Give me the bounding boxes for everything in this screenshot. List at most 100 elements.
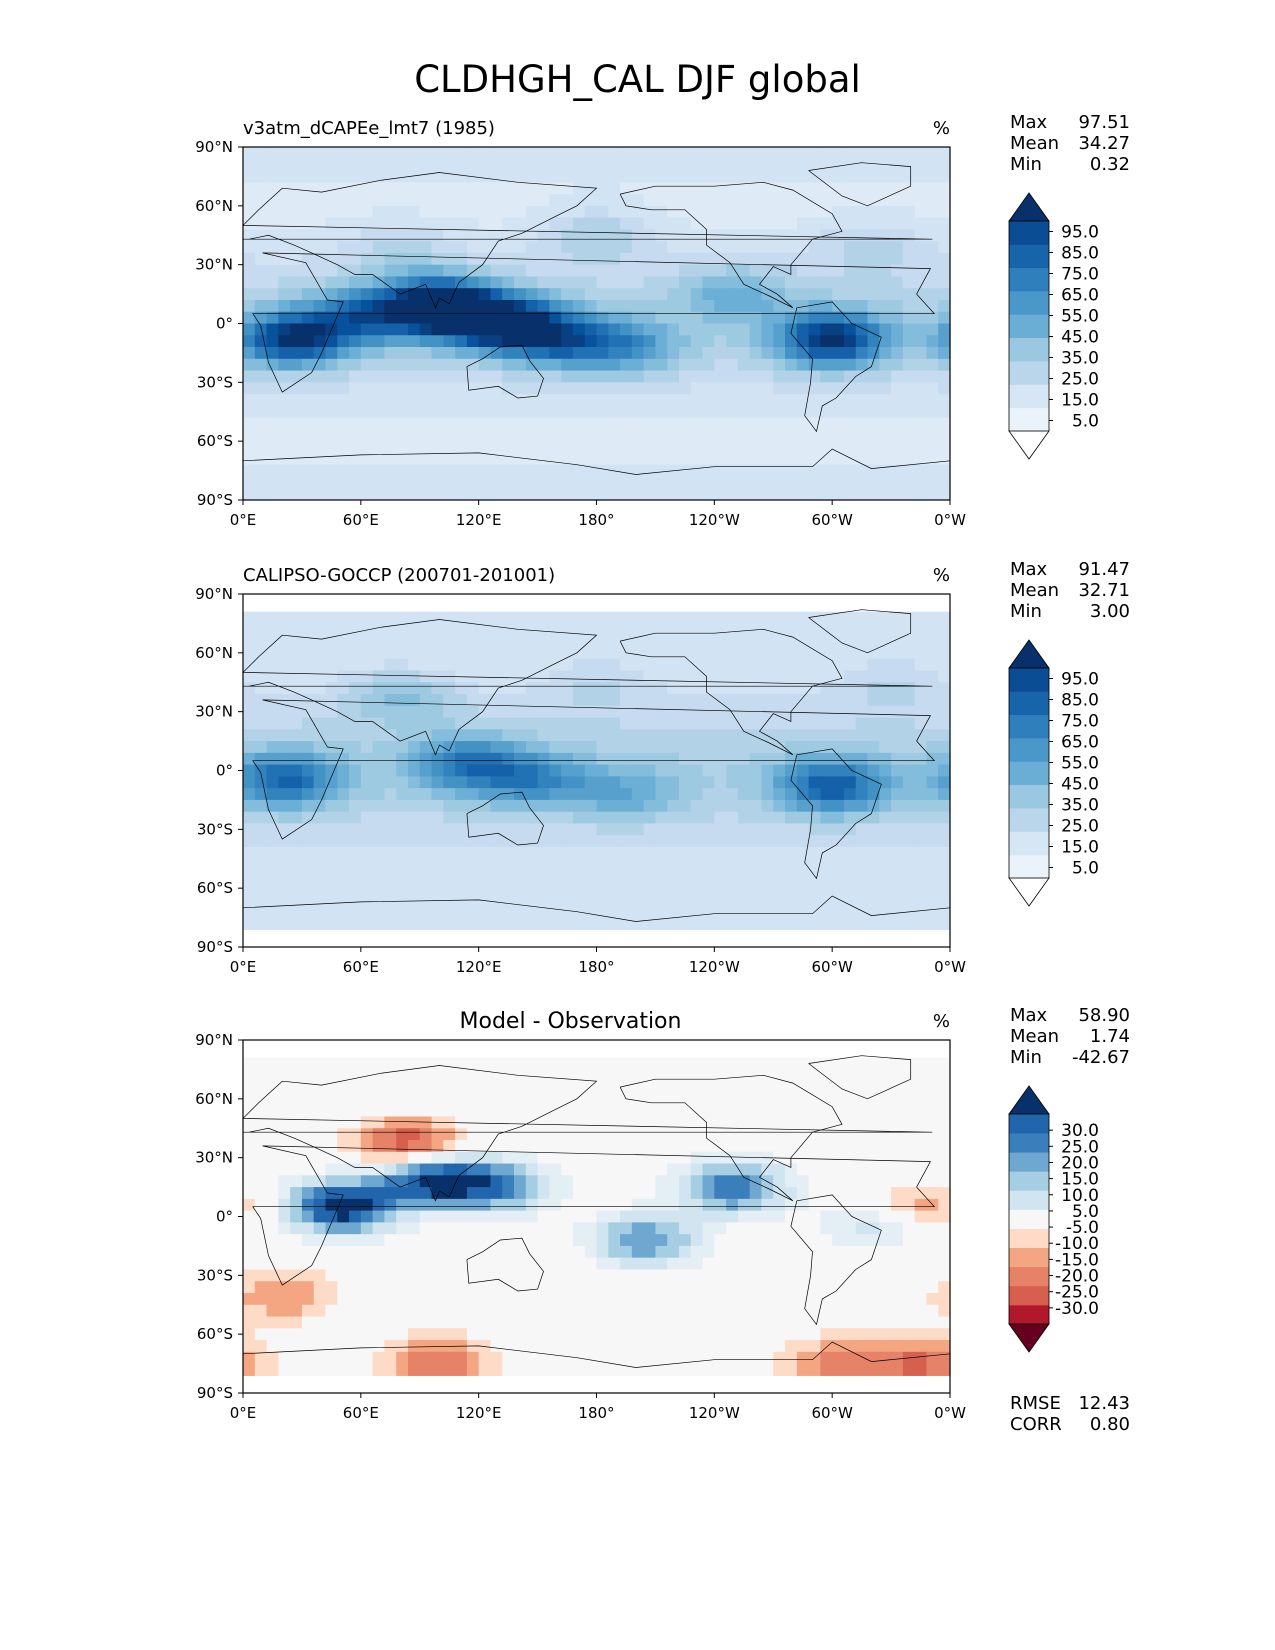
field-cell	[325, 905, 338, 919]
field-cell	[808, 194, 821, 207]
field-cell	[608, 1198, 621, 1212]
field-cell	[360, 823, 374, 836]
field-cell	[714, 670, 727, 683]
field-cell	[572, 1187, 586, 1200]
field-cell	[808, 835, 821, 848]
field-cell	[737, 417, 751, 430]
field-cell	[525, 1187, 539, 1200]
field-cell	[631, 405, 645, 419]
field-cell	[902, 194, 916, 207]
field-cell	[384, 776, 397, 789]
field-cell	[785, 441, 798, 454]
field-cell	[702, 658, 715, 672]
field-cell	[761, 158, 774, 172]
field-cell	[372, 1104, 385, 1118]
field-cell	[631, 299, 645, 313]
field-cell	[726, 717, 739, 730]
field-cell	[643, 464, 657, 478]
field-cell	[678, 229, 692, 242]
field-cell	[655, 752, 668, 766]
field-cell	[749, 1281, 763, 1294]
field-cell	[525, 488, 539, 501]
field-cell	[678, 1175, 692, 1188]
field-cell	[349, 299, 362, 313]
field-cell	[832, 1234, 845, 1247]
field-cell	[714, 488, 727, 501]
field-cell	[914, 1269, 928, 1282]
field-cell	[372, 311, 385, 325]
field-cell	[290, 894, 303, 907]
field-cell	[761, 429, 774, 442]
field-cell	[384, 476, 397, 489]
field-cell	[855, 1069, 869, 1082]
field-cell	[843, 370, 857, 383]
field-cell	[832, 1316, 845, 1329]
field-cell	[372, 788, 385, 801]
field-cell	[490, 905, 503, 919]
field-cell	[243, 158, 256, 172]
field-cell	[514, 170, 527, 183]
field-cell	[278, 158, 291, 172]
field-cell	[808, 1292, 821, 1306]
field-cell	[914, 764, 928, 777]
field-cell	[785, 1081, 798, 1094]
field-cell	[431, 635, 444, 648]
field-cell	[631, 1151, 645, 1165]
field-cell	[290, 694, 303, 707]
field-cell	[443, 646, 456, 660]
colorbar-tick-label: 5.0	[1072, 412, 1099, 432]
field-cell	[832, 1163, 845, 1176]
field-cell	[313, 1210, 327, 1223]
field-cell	[643, 452, 657, 466]
field-cell	[443, 823, 456, 836]
field-cell	[455, 764, 468, 777]
field-cell	[796, 241, 810, 254]
field-cell	[572, 1269, 586, 1282]
field-cell	[737, 917, 751, 930]
field-cell	[690, 670, 704, 683]
field-cell	[514, 835, 527, 848]
field-cell	[384, 252, 397, 266]
field-cell	[832, 623, 845, 636]
field-cell	[714, 623, 727, 636]
field-cell	[690, 1057, 704, 1071]
field-cell	[419, 441, 433, 454]
field-cell	[608, 764, 621, 777]
field-cell	[902, 835, 916, 848]
field-cell	[561, 1257, 574, 1271]
field-cell	[372, 276, 385, 289]
field-cell	[325, 358, 338, 372]
field-cell	[761, 299, 774, 313]
field-cell	[419, 646, 433, 660]
field-cell	[879, 705, 892, 719]
field-cell	[749, 1257, 763, 1271]
field-cell	[313, 741, 327, 754]
field-cell	[702, 858, 715, 872]
field-cell	[596, 1128, 609, 1141]
field-cell	[938, 611, 951, 625]
y-tick-label: 0°	[216, 315, 233, 333]
field-cell	[832, 229, 845, 242]
field-cell	[785, 288, 798, 301]
field-cell	[902, 370, 916, 383]
field-cell	[832, 799, 845, 813]
field-cell	[478, 1175, 492, 1188]
field-cell	[584, 441, 598, 454]
field-cell	[631, 1222, 645, 1235]
field-cell	[549, 917, 562, 930]
field-cell	[891, 846, 904, 860]
field-cell	[914, 705, 928, 719]
field-cell	[891, 205, 904, 219]
field-cell	[313, 417, 327, 430]
field-cell	[372, 764, 385, 777]
field-cell	[643, 658, 657, 672]
field-cell	[360, 288, 374, 301]
field-cell	[349, 894, 362, 907]
field-cell	[608, 252, 621, 266]
field-cell	[243, 276, 256, 289]
field-cell	[785, 1163, 798, 1176]
field-cell	[879, 811, 892, 825]
field-cell	[584, 194, 598, 207]
field-cell	[572, 611, 586, 625]
field-cell	[572, 623, 586, 636]
